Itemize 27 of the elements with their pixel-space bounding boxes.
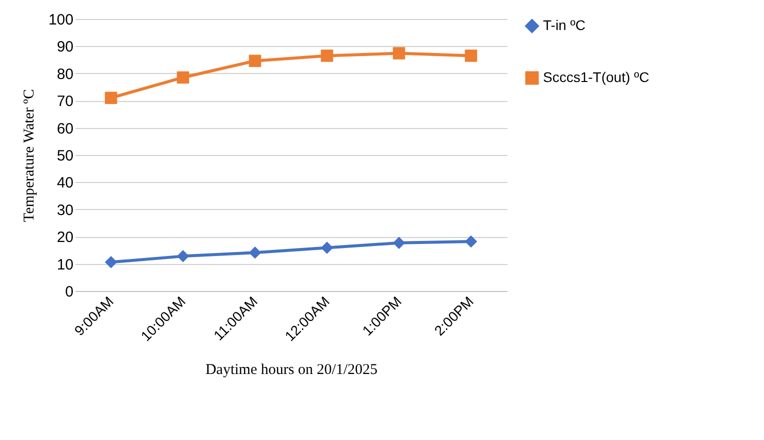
y-tick-label: 0 [65, 284, 74, 300]
point [464, 50, 478, 62]
point [320, 242, 334, 254]
point [248, 54, 262, 68]
y-tick-label: 60 [56, 120, 74, 138]
point [248, 246, 262, 259]
y-tick-label: 80 [56, 66, 74, 83]
y-tick-label: 50 [56, 148, 74, 164]
point [104, 256, 118, 268]
legend-label: Scccs1-T(out) ºC [543, 69, 650, 85]
point [464, 235, 478, 248]
point [176, 250, 190, 262]
point [176, 71, 190, 84]
y-axis-title: Temperature Water ºC [21, 89, 38, 222]
point [392, 236, 406, 249]
y-tick-label: 20 [56, 229, 74, 246]
point [392, 47, 406, 60]
y-tick-label: 30 [56, 202, 74, 219]
y-tick-label: 100 [48, 12, 74, 28]
point [104, 92, 118, 104]
y-tick-label: 90 [56, 38, 74, 56]
y-tick-label: 70 [56, 93, 74, 110]
y-tick-label: 40 [56, 174, 74, 192]
point [320, 50, 334, 62]
x-axis-title: Daytime hours on 20/1/2025 [205, 362, 378, 378]
y-tick-label: 10 [56, 256, 74, 274]
legend-label: T-in ºC [543, 17, 586, 33]
